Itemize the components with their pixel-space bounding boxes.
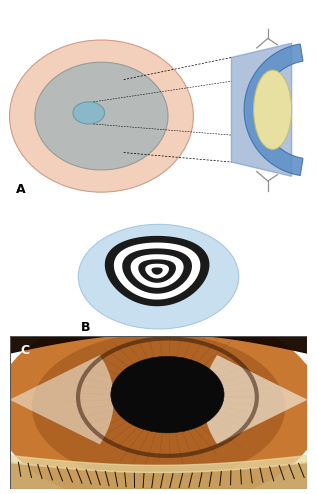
Ellipse shape <box>35 62 168 170</box>
Ellipse shape <box>10 40 193 192</box>
Ellipse shape <box>254 70 292 149</box>
Polygon shape <box>145 264 169 279</box>
Polygon shape <box>114 243 200 299</box>
Polygon shape <box>131 254 184 288</box>
Wedge shape <box>203 355 307 445</box>
Wedge shape <box>10 355 114 445</box>
Polygon shape <box>231 43 292 176</box>
Ellipse shape <box>78 224 239 329</box>
Polygon shape <box>138 259 176 283</box>
Ellipse shape <box>73 102 105 124</box>
Polygon shape <box>244 44 303 175</box>
Polygon shape <box>122 248 192 293</box>
Text: B: B <box>81 321 90 334</box>
Polygon shape <box>105 236 210 306</box>
Ellipse shape <box>111 356 224 433</box>
Text: A: A <box>16 183 25 196</box>
Ellipse shape <box>0 308 317 494</box>
Text: C: C <box>20 344 29 357</box>
Polygon shape <box>152 267 163 275</box>
Ellipse shape <box>32 333 285 481</box>
